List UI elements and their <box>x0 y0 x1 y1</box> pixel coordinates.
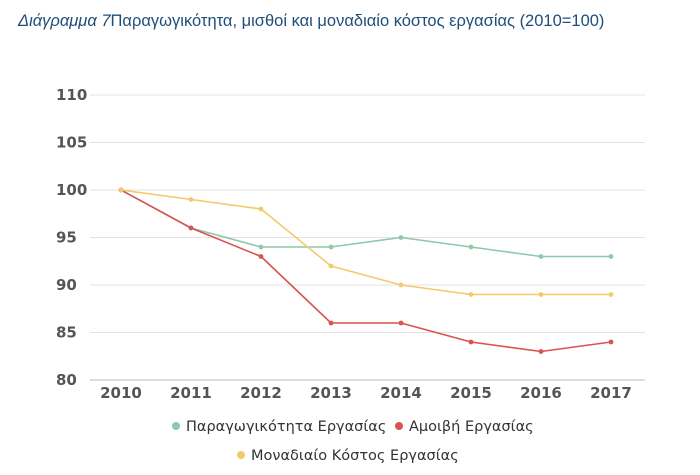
data-point <box>398 282 404 288</box>
caption-lead: Διάγραμμα 7 <box>18 12 111 30</box>
data-point <box>538 292 544 297</box>
data-point <box>118 187 124 193</box>
series-line-2 <box>120 189 612 353</box>
x-tick-label: 2011 <box>170 384 212 402</box>
data-point <box>608 292 614 297</box>
caption-text: Παραγωγικότητα, μισθοί και μοναδιαίο κόσ… <box>110 12 605 30</box>
data-point <box>468 339 474 345</box>
x-tick-label: 2013 <box>310 384 352 402</box>
y-tick-label: 110 <box>56 86 87 104</box>
data-point <box>188 197 194 202</box>
x-tick-label: 2014 <box>380 384 422 402</box>
legend-label: Μοναδιαίο Κόστος Εργασίας <box>251 448 459 464</box>
y-tick-label: 90 <box>56 276 77 294</box>
x-tick-label: 2010 <box>100 384 142 402</box>
x-tick-label: 2012 <box>240 384 282 402</box>
y-tick-label: 85 <box>56 324 77 342</box>
legend-marker <box>395 422 403 430</box>
data-point <box>608 339 614 345</box>
legend-marker <box>172 422 180 430</box>
data-point <box>258 254 264 259</box>
y-tick-label: 80 <box>56 371 77 389</box>
data-point <box>608 254 614 259</box>
chart-caption: Διάγραμμα 7Παραγωγικότητα, μισθοί και μο… <box>18 12 604 31</box>
data-point <box>258 244 264 250</box>
data-point <box>398 235 404 240</box>
x-tick-label: 2016 <box>520 384 562 402</box>
data-point <box>398 320 404 326</box>
x-tick-label: 2017 <box>590 384 632 402</box>
legend-label: Παραγωγικότητα Εργασίας <box>186 419 386 435</box>
data-point <box>188 225 194 231</box>
data-point <box>328 320 334 326</box>
series-line-1 <box>120 189 611 258</box>
data-point <box>538 254 544 259</box>
data-point <box>538 349 544 354</box>
x-tick-label: 2015 <box>450 384 492 402</box>
data-point <box>468 244 474 250</box>
legend-marker <box>237 451 245 459</box>
y-tick-label: 100 <box>56 181 87 199</box>
data-point <box>328 263 334 269</box>
y-tick-label: 105 <box>56 134 87 152</box>
y-tick-label: 95 <box>56 229 77 247</box>
data-point <box>328 244 334 250</box>
data-point <box>468 292 474 297</box>
legend-label: Αμοιβή Εργασίας <box>409 419 534 435</box>
series-line-3 <box>120 189 611 296</box>
data-point <box>258 206 264 212</box>
